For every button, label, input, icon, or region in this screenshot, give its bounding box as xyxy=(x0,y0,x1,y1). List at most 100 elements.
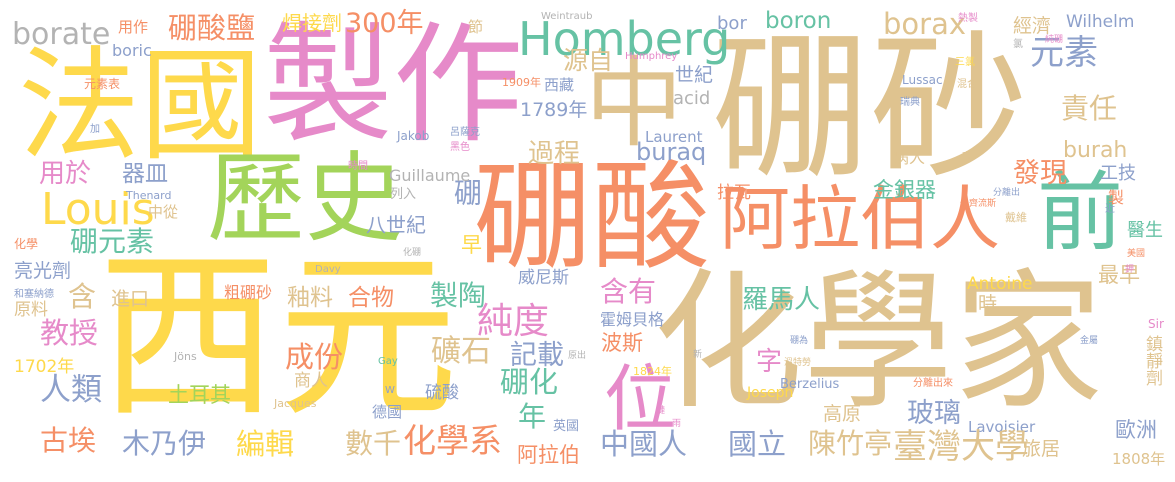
word-yuansu: 元素 xyxy=(1030,33,1098,73)
word-louis: Louis xyxy=(41,184,155,235)
word-guillaume: Guillaume xyxy=(389,166,471,185)
word-pengsha: 硼砂 xyxy=(712,17,1028,201)
word-yingguo: 英國 xyxy=(553,419,580,434)
word-boron: boron xyxy=(765,8,832,34)
word-jia: 加 xyxy=(90,124,100,135)
word-heise: 黑色 xyxy=(450,142,470,153)
word-pengwei: 硼為 xyxy=(790,336,809,346)
word-sir: Sir xyxy=(1148,317,1164,331)
word-boric: boric xyxy=(112,41,152,60)
word-lvju: 旅居 xyxy=(1022,438,1061,460)
word-shi: 時 xyxy=(978,293,998,315)
word-lv: 氯 xyxy=(1013,39,1023,50)
word-alaboren: 阿拉伯人 xyxy=(720,178,1000,260)
word-ouzhou: 歐洲 xyxy=(1115,418,1157,442)
word-alabo: 阿拉伯 xyxy=(517,443,580,467)
word-borate: borate xyxy=(12,17,111,52)
word-xiyuan: 西元 xyxy=(98,233,459,442)
word-renlei: 人類 xyxy=(40,372,102,408)
word-lian: 鏈 xyxy=(656,406,666,416)
word-nian: 年 xyxy=(518,400,547,433)
word-jakob: Jakob xyxy=(397,129,430,143)
word-luomaren: 羅馬人 xyxy=(742,285,821,315)
word-jons: Jöns xyxy=(174,350,197,363)
word-liusuan: 硫酸 xyxy=(425,383,459,403)
word-gao: 高 xyxy=(962,152,972,162)
word-bingren: 病人 xyxy=(893,148,926,167)
word-bosi: 波斯 xyxy=(601,331,643,355)
word-weinisi: 威尼斯 xyxy=(518,268,569,288)
word-boli: 玻璃 xyxy=(907,398,961,429)
word-yongzuo: 用作 xyxy=(118,18,149,36)
word-gongji: 工技 xyxy=(1100,163,1136,184)
word-boqiliusi: 伯齊流斯 xyxy=(960,199,997,209)
word-zhizuo: 製作 xyxy=(263,9,524,161)
word-huapeng: 化硼 xyxy=(403,248,422,258)
word-pengsuan: 硼酸 xyxy=(474,148,711,286)
word-laurent: Laurent xyxy=(645,128,703,146)
word-pengyuansu: 硼元素 xyxy=(70,225,155,258)
word-deguo: 德國 xyxy=(372,403,403,421)
word-qian: 前 xyxy=(1037,163,1123,263)
word-lishi: 歷史 xyxy=(207,142,404,256)
word-chenzhuting: 陳竹亭 xyxy=(808,427,893,460)
word-chengfen: 成份 xyxy=(285,340,344,374)
word-rezhi: 熱製 xyxy=(958,13,978,24)
word-300nian: 300年 xyxy=(345,8,424,39)
word-youliao: 釉料 xyxy=(287,285,333,311)
word-humphrey: Humphrey xyxy=(625,51,678,62)
word-kuangshi: 礦石 xyxy=(431,334,491,369)
word-jiaoshou: 教授 xyxy=(40,316,99,350)
word-yongyu: 用於 xyxy=(39,159,92,189)
word-davy: Davy xyxy=(315,264,341,275)
word-zuizao: 最早 xyxy=(1098,263,1140,287)
word-liangguangji: 亮光劑 xyxy=(14,260,72,282)
word-jia2: 鉀 xyxy=(1125,265,1135,275)
word-huaxue: 化學 xyxy=(14,237,39,251)
word-zhong: 中 xyxy=(585,47,684,161)
word-jizai: 記載 xyxy=(510,340,564,371)
word-hunhe: 混合 xyxy=(957,79,977,90)
word-zao: 早 xyxy=(461,233,482,257)
word-1909: 1909年 xyxy=(502,76,541,89)
word-shiji: 世紀 xyxy=(675,64,714,86)
word-ruidian: 瑞典 xyxy=(900,97,920,108)
word-jacques: Jacques xyxy=(274,397,317,410)
word-w: W xyxy=(385,385,395,396)
word-han: 含 xyxy=(68,280,97,313)
word-antoine: Antoine xyxy=(967,274,1033,294)
word-zhi: 製 xyxy=(1108,188,1125,207)
word-faguo: 法國 xyxy=(18,35,262,177)
word-bianji: 編輯 xyxy=(236,427,295,461)
word-yuansubiao: 元素表 xyxy=(84,77,121,91)
word-berzelius: Berzelius xyxy=(780,377,840,392)
word-shangren: 商人 xyxy=(294,371,328,391)
word-jingji: 經濟 xyxy=(1013,15,1052,37)
word-1789: 1789年 xyxy=(520,99,588,121)
word-shijian: 時間 xyxy=(348,161,368,172)
word-1808: 1808年 xyxy=(1112,450,1166,468)
word-jin: 近 xyxy=(1105,204,1115,215)
word-wentelao: 溫特勞 xyxy=(784,358,812,368)
word-yuanzi: 源自 xyxy=(563,46,614,75)
word-hewu: 合物 xyxy=(348,285,394,311)
word-bor: bor xyxy=(717,13,747,34)
word-gaoyuan: 高原 xyxy=(823,403,862,425)
word-thenard: Thenard xyxy=(126,189,172,202)
word-bashiji: 八世紀 xyxy=(366,213,426,237)
word-wilhelm: Wilhelm xyxy=(1066,12,1135,32)
word-munaiyi: 木乃伊 xyxy=(122,427,207,460)
word-1702: 1702年 xyxy=(14,357,75,377)
word-lavoisier: Lavoisier xyxy=(968,418,1036,436)
word-faxian: 發現 xyxy=(1013,158,1067,189)
word-sanlu: 三氯 xyxy=(955,57,975,68)
word-fenlichu: 分離出 xyxy=(993,188,1021,198)
word-xin: 新 xyxy=(693,350,703,360)
word-jinkou: 進口 xyxy=(111,288,150,310)
word-lawa: 拉瓦 xyxy=(717,183,751,203)
word-guocheng: 過程 xyxy=(528,139,581,169)
word-hanjieji: 焊接劑 xyxy=(282,11,342,35)
word-jie: 節 xyxy=(468,18,484,36)
word-hanyou: 含有 xyxy=(600,275,657,308)
